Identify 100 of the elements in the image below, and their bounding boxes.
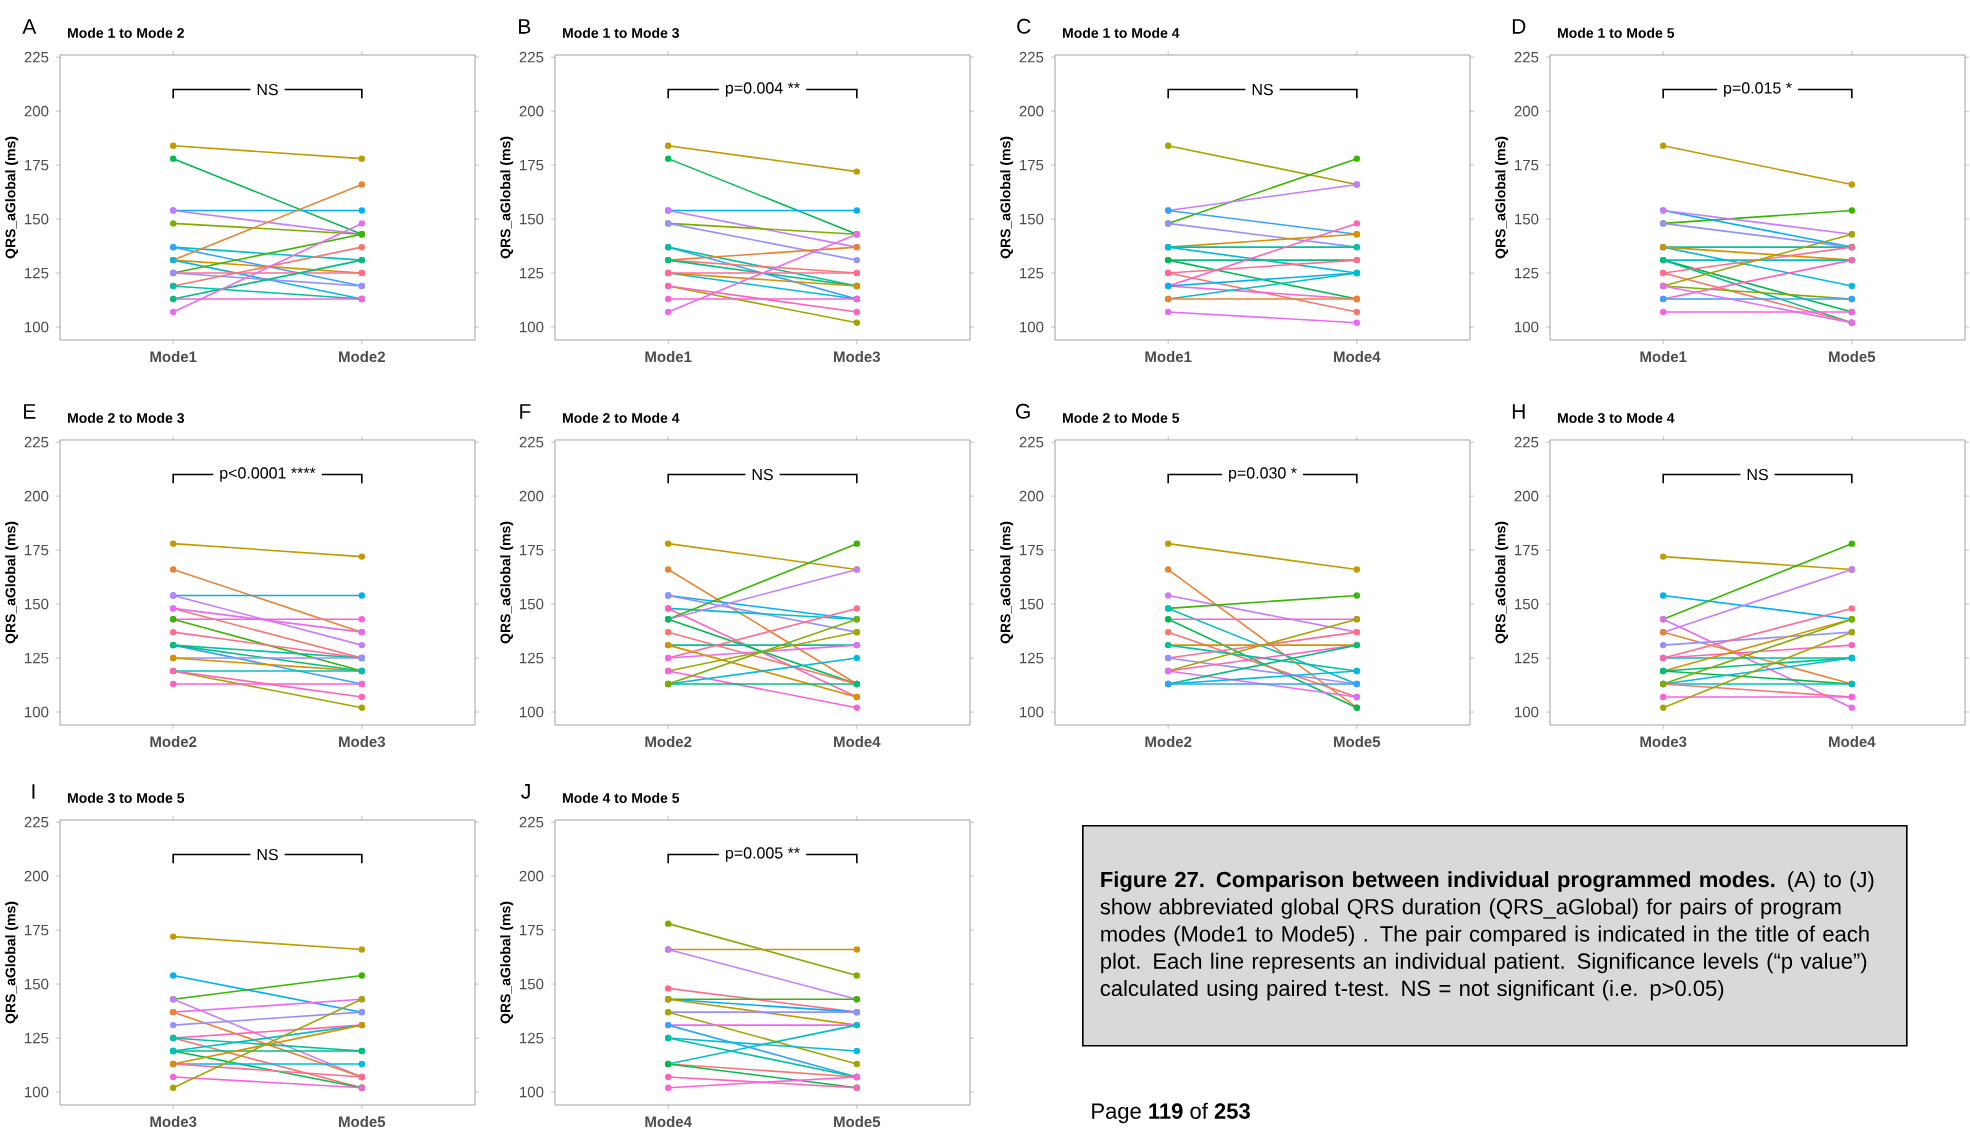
point [170,142,177,149]
y-tick-label: 100 [25,1086,49,1098]
y-tick-label: 225 [519,51,544,63]
chart-title: Mode 3 to Mode 4 [1558,412,1675,423]
y-tick-label: 125 [520,1032,544,1044]
point [1848,181,1856,188]
point [170,628,177,636]
annotation: NS [257,848,278,861]
point [1164,592,1172,599]
point [170,540,177,547]
point [170,680,177,688]
text: Figure 27. Comparison between individual programmed modes. (A) to (J) show abbreviated global QRS duration (QRS_aGlobal) for pairs of program modes (Mode1 to Mode5) . The pair compared is indicated in the title of each plot. Each line represents an individual patient. Significance levels (“p value”) calculated using paired t-test. NS = not significant (i.e. p>0.05) [1100,871,1874,1001]
point [853,308,861,316]
point [1164,628,1172,636]
x-tick-label: Mode5 [834,1116,881,1128]
text: C [1017,18,1031,34]
y-tick-label: 100 [25,321,49,333]
y-tick-label: 225 [24,436,49,448]
x-tick-label: Mode5 [1829,351,1876,363]
point [1164,142,1172,149]
point [358,693,366,701]
x-tick-label: Mode4 [834,736,881,748]
chart-title: Mode 3 to Mode 5 [68,792,185,803]
x-tick-label: Mode2 [1145,736,1192,748]
annotation: NS [1747,468,1768,481]
y-tick-label: 150 [1515,598,1539,610]
point [853,540,861,547]
x-tick-label: Mode2 [339,351,385,363]
y-tick-label: 200 [1514,490,1539,502]
y-tick-label: 225 [519,436,544,448]
annotation: NS [1252,83,1273,96]
y-axis-title: QRS_aGlobal (ms) [5,521,19,644]
y-tick-label: 200 [24,105,49,117]
y-tick-label: 125 [25,267,49,279]
point [170,1021,177,1029]
x-tick-label: Mode2 [150,736,197,748]
point [1659,308,1667,316]
y-tick-label: 175 [1515,159,1539,171]
y-tick-label: 200 [1019,105,1044,117]
point [358,243,366,251]
point [170,155,177,162]
point [1848,282,1856,290]
chart-title: Mode 1 to Mode 4 [1063,27,1180,38]
y-tick-label: 100 [1020,706,1044,718]
point [358,207,366,214]
y-tick-label: 200 [519,490,544,502]
y-axis-title: QRS_aGlobal (ms) [1495,136,1509,259]
y-axis-title: QRS_aGlobal (ms) [500,521,514,644]
point [170,972,177,979]
point [358,946,366,953]
point [853,946,861,953]
chart-title: Mode 2 to Mode 5 [1063,412,1180,423]
point [853,605,861,612]
point [1848,704,1856,711]
annotation: p=0.005 ** [725,847,800,862]
chart-title: Mode 1 to Mode 3 [563,27,680,38]
x-tick-label: Mode1 [150,351,197,363]
y-axis-title: QRS_aGlobal (ms) [5,901,19,1024]
point [1353,220,1361,227]
point [1353,308,1361,316]
x-tick-label: Mode3 [339,736,386,748]
y-tick-label: 175 [1020,159,1044,171]
point [170,933,177,940]
y-tick-label: 150 [1515,213,1539,225]
point [170,220,177,227]
text: B [519,19,531,34]
point [853,256,861,264]
y-axis-title: QRS_aGlobal (ms) [1000,521,1014,644]
x-tick-label: Mode3 [150,1116,197,1128]
y-tick-label: 125 [1515,652,1539,664]
y-tick-label: 125 [520,267,544,279]
x-tick-label: Mode3 [1640,736,1687,748]
point [1848,641,1856,649]
y-tick-label: 200 [1019,490,1044,502]
x-tick-label: Mode2 [645,736,692,748]
point [358,616,366,623]
point [664,155,672,162]
point [1848,540,1856,547]
point [358,972,366,979]
y-tick-label: 200 [519,105,544,117]
point [1353,566,1361,573]
y-tick-label: 125 [25,652,49,664]
y-tick-label: 175 [25,544,49,556]
point [170,566,177,573]
point [664,566,672,573]
y-tick-label: 200 [24,490,49,502]
point [1848,207,1856,214]
y-tick-label: 150 [520,598,544,610]
y-axis-title: QRS_aGlobal (ms) [500,136,514,259]
x-tick-label: Mode1 [645,351,692,363]
y-tick-label: 175 [1515,544,1539,556]
x-tick-label: Mode3 [834,351,881,363]
y-tick-label: 100 [25,706,49,718]
point [170,308,177,316]
point [358,181,366,188]
point [853,207,861,214]
y-axis-title: QRS_aGlobal (ms) [1000,136,1014,259]
point [1164,308,1172,316]
y-tick-label: 125 [1020,652,1044,664]
y-tick-label: 100 [520,321,544,333]
